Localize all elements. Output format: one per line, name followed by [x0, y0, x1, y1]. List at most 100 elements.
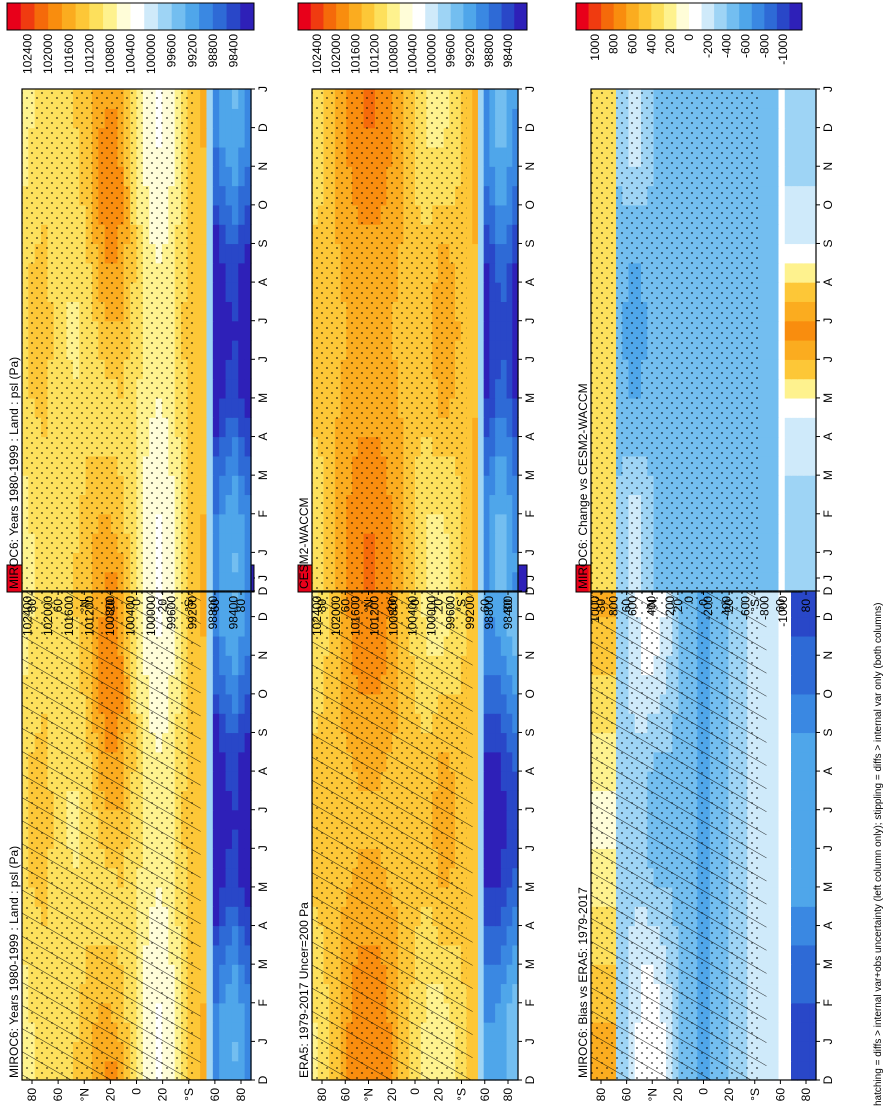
heatmap-cell — [766, 771, 773, 791]
heatmap-cell — [200, 829, 207, 849]
heatmap-cell — [206, 224, 213, 244]
heatmap-cell — [484, 359, 490, 379]
heatmap-cell — [501, 868, 507, 888]
heatmap-cell — [772, 790, 779, 810]
heatmap-cell — [206, 301, 213, 321]
heatmap-cell — [785, 810, 792, 830]
heatmap-cell — [779, 694, 786, 714]
heatmap-cell — [200, 945, 207, 965]
heatmap-cell — [206, 848, 213, 868]
heatmap-cell — [785, 752, 792, 772]
heatmap-cell — [206, 417, 213, 437]
heatmap-cell — [489, 89, 495, 109]
heatmap-cell — [213, 810, 220, 830]
heatmap-cell — [501, 359, 507, 379]
heatmap-cell — [507, 926, 513, 946]
heatmap-cell — [495, 1041, 501, 1061]
heatmap-cell — [484, 868, 490, 888]
heatmap-cell — [200, 417, 207, 437]
heatmap-cell — [200, 868, 207, 888]
heatmap-cell — [495, 790, 501, 810]
heatmap-cell — [206, 552, 213, 572]
heatmap-cell — [478, 655, 484, 675]
heatmap-cell — [472, 1041, 478, 1061]
heatmap-cell — [489, 868, 495, 888]
x-tick-label: N — [256, 651, 270, 660]
heatmap-cell — [478, 713, 484, 733]
heatmap-cell — [772, 983, 779, 1003]
colorbar-label: 102000 — [329, 34, 343, 74]
heatmap-cell — [472, 1022, 478, 1042]
heatmap-cell — [489, 926, 495, 946]
heatmap-cell — [472, 926, 478, 946]
heatmap-cell — [779, 926, 786, 946]
heatmap-cell — [232, 340, 239, 360]
colorbar-swatch — [240, 3, 254, 30]
heatmap-cell — [495, 887, 501, 907]
heatmap-cell — [797, 926, 804, 946]
heatmap-cell — [804, 926, 811, 946]
y-tick-label: °S — [455, 599, 469, 612]
heatmap-cell — [779, 887, 786, 907]
heatmap-cell — [206, 128, 213, 148]
heatmap-cell — [484, 205, 490, 225]
heatmap-cell — [213, 205, 220, 225]
heatmap-cell — [478, 732, 484, 752]
x-tick-label: F — [256, 510, 270, 517]
heatmap-cell — [804, 868, 811, 888]
heatmap-cell — [791, 1022, 798, 1042]
heatmap-cell — [478, 533, 484, 553]
heatmap-cell — [478, 147, 484, 167]
heatmap-cell — [226, 533, 233, 553]
heatmap-cell — [238, 887, 245, 907]
heatmap-cell — [489, 1041, 495, 1061]
heatmap-cell — [200, 675, 207, 695]
heatmap-cell — [472, 147, 478, 167]
heatmap-cell — [484, 675, 490, 695]
heatmap-cell — [472, 224, 478, 244]
heatmap-cell — [489, 572, 495, 592]
heatmap-cell — [238, 282, 245, 302]
heatmap-cell — [478, 810, 484, 830]
heatmap-cell — [484, 926, 490, 946]
heatmap-cell — [797, 771, 804, 791]
heatmap-cell — [226, 887, 233, 907]
heatmap-cell — [472, 983, 478, 1003]
heatmap-cell — [200, 906, 207, 926]
heatmap-cell — [238, 1061, 245, 1081]
heatmap-cell — [213, 147, 220, 167]
y-tick-label: 0 — [130, 1088, 144, 1095]
heatmap-cell — [194, 359, 201, 379]
y-tick-label: 60 — [478, 1088, 492, 1102]
heatmap-cell — [467, 108, 473, 128]
heatmap-cell — [200, 887, 207, 907]
heatmap-cell — [226, 771, 233, 791]
heatmap-cell — [501, 533, 507, 553]
heatmap-cell — [495, 89, 501, 109]
heatmap-cell — [797, 848, 804, 868]
heatmap-cell — [206, 887, 213, 907]
heatmap-cell — [238, 514, 245, 534]
heatmap-cell — [804, 945, 811, 965]
heatmap-cell — [472, 205, 478, 225]
heatmap-cell — [501, 732, 507, 752]
heatmap-cell — [213, 983, 220, 1003]
heatmap-cell — [804, 655, 811, 675]
heatmap-cell — [206, 263, 213, 283]
heatmap-cell — [785, 732, 792, 752]
heatmap-cell — [501, 887, 507, 907]
heatmap-cell — [472, 790, 478, 810]
panel-title: MIROC6: Years 1980-1999 : Land : psl (Pa… — [7, 846, 21, 1078]
heatmap-cell — [472, 243, 478, 263]
heatmap-cell — [779, 906, 786, 926]
heatmap-cell — [238, 790, 245, 810]
heatmap-cell — [507, 829, 513, 849]
heatmap-cell — [478, 263, 484, 283]
heatmap-cell — [507, 417, 513, 437]
heatmap-cell — [495, 1022, 501, 1042]
heatmap-cell — [785, 636, 792, 656]
heatmap-cell — [478, 752, 484, 772]
heatmap-cell — [766, 790, 773, 810]
heatmap-cell — [791, 810, 798, 830]
